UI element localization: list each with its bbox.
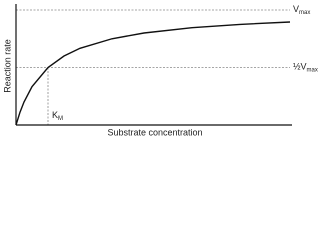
- x-axis-label: Substrate concentration: [107, 127, 202, 137]
- y-axis-label: Reaction rate: [2, 39, 12, 93]
- km-label: KM: [52, 110, 63, 121]
- label-part: ½V: [293, 62, 307, 72]
- label-part: M: [58, 116, 63, 122]
- label-part: max: [299, 10, 310, 16]
- label-part: V: [293, 4, 299, 14]
- page: {"labels": { "vmax": {"main": "V", "sub"…: [2, 4, 318, 138]
- half-vmax-label: ½Vmax: [293, 62, 318, 73]
- vmax-label: Vmax: [293, 4, 310, 15]
- diagram: Vmax ½Vmax KM Reaction rate Substrate co…: [2, 4, 318, 137]
- label-part: max: [307, 67, 318, 73]
- label-part: K: [52, 110, 58, 120]
- curve: [15, 21, 291, 126]
